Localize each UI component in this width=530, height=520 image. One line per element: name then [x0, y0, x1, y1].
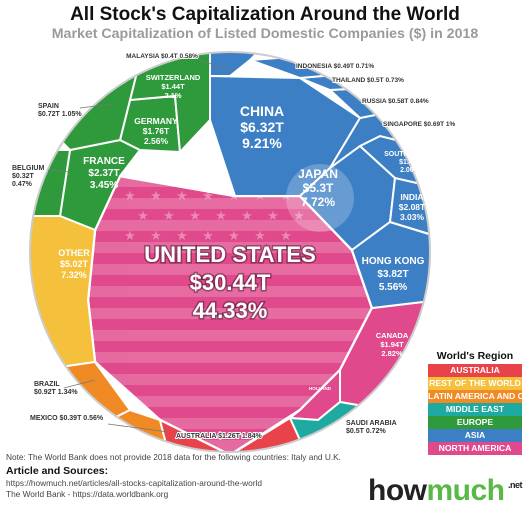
svg-text:★: ★ [228, 229, 240, 244]
legend-item: LATIN AMERICA AND CARRIBEAN [428, 390, 522, 403]
legend-item: AUSTRALIA [428, 364, 522, 377]
label-indonesia: INDONESIA $0.49T 0.71% [296, 63, 374, 70]
svg-text:★: ★ [163, 209, 175, 224]
label-belgium: BELGIUM $0.32T 0.47% [12, 165, 44, 188]
svg-text:★: ★ [202, 189, 214, 204]
label-saudi-arabia: SAUDI ARABIA $0.5T 0.72% [346, 420, 397, 435]
label-australia: AUSTRALIA $1.26T 1.84% [176, 433, 262, 440]
cell-hong-kong [350, 220, 430, 310]
sources-heading: Article and Sources: [6, 465, 109, 477]
svg-text:★: ★ [241, 209, 253, 224]
label-other: OTHER $5.02T 7.32% [58, 248, 90, 280]
svg-text:★: ★ [293, 209, 305, 224]
label-japan: JAPAN $5.3T 7.72% [298, 167, 338, 209]
legend-item: ASIA [428, 429, 522, 442]
svg-text:★: ★ [228, 189, 240, 204]
legend-item: EUROPE [428, 416, 522, 429]
chart-title: All Stock's Capitalization Around the Wo… [70, 4, 460, 25]
svg-text:★: ★ [137, 209, 149, 224]
label-hong-kong: HONG KONG $3.82T 5.56% [362, 256, 425, 293]
svg-text:★: ★ [189, 209, 201, 224]
label-mexico: MEXICO $0.39T 0.56% [30, 415, 104, 422]
svg-text:★: ★ [280, 229, 292, 244]
label-singapore: SINGAPORE $0.69T 1% [383, 121, 455, 128]
source-link-article[interactable]: https://howmuch.net/articles/all-stocks-… [6, 478, 262, 488]
label-south-korea: SOUTH KOREA $1.41T 2.06% [384, 151, 436, 174]
svg-text:★: ★ [150, 229, 162, 244]
label-canada: CANADA $1.94T 2.82% [376, 331, 409, 358]
data-note: Note: The World Bank does not provide 20… [6, 452, 341, 462]
label-france: FRANCE $2.37T 3.45% [83, 156, 125, 191]
svg-text:★: ★ [215, 209, 227, 224]
source-link-worldbank[interactable]: The World Bank - https://data.worldbank.… [6, 489, 169, 499]
svg-text:★: ★ [150, 189, 162, 204]
svg-text:★: ★ [176, 229, 188, 244]
label-spain: SPAIN $0.72T 1.05% [38, 103, 82, 118]
label-switzerland: SWITZERLAND $1.44T 2.1% [146, 73, 201, 100]
svg-text:★: ★ [254, 229, 266, 244]
legend: World's Region AUSTRALIA REST OF THE WORL… [428, 350, 522, 455]
legend-item: NORTH AMERICA [428, 442, 522, 455]
label-malaysia: MALAYSIA $0.4T 0.58% [126, 53, 198, 60]
howmuch-logo: howmuch .net [368, 474, 523, 507]
label-brazil: BRAZIL $0.92T 1.34% [34, 381, 78, 396]
svg-text:★: ★ [124, 189, 136, 204]
legend-item: MIDDLE EAST [428, 403, 522, 416]
legend-item: REST OF THE WORLD [428, 377, 522, 390]
label-thailand: THAILAND $0.5T 0.73% [332, 77, 404, 84]
svg-text:★: ★ [124, 229, 136, 244]
chart-subtitle: Market Capitalization of Listed Domestic… [51, 26, 479, 42]
svg-text:★: ★ [267, 209, 279, 224]
label-germany: GERMANY $1.76T 2.56% [134, 116, 178, 146]
label-holland: HOLLAND [309, 386, 332, 391]
legend-title: World's Region [436, 350, 514, 362]
svg-text:★: ★ [202, 229, 214, 244]
label-united-states: UNITED STATES $30.44T 44.33% [144, 242, 316, 323]
label-russia: RUSSIA $0.58T 0.84% [362, 98, 429, 105]
label-india: INDIA $2.08T 3.03% [399, 192, 426, 222]
svg-text:★: ★ [176, 189, 188, 204]
label-china: CHINA $6.32T 9.21% [240, 103, 284, 151]
